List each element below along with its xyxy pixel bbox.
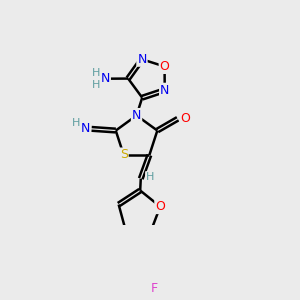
Text: N: N bbox=[137, 53, 147, 66]
Text: H: H bbox=[92, 80, 101, 90]
Text: N: N bbox=[132, 109, 141, 122]
Text: N: N bbox=[81, 122, 90, 135]
Text: N: N bbox=[160, 84, 169, 97]
Text: S: S bbox=[120, 148, 128, 161]
Text: O: O bbox=[160, 60, 170, 73]
Text: N: N bbox=[100, 72, 110, 85]
Text: F: F bbox=[151, 282, 158, 295]
Text: H: H bbox=[72, 118, 81, 128]
Text: O: O bbox=[180, 112, 190, 125]
Text: H: H bbox=[146, 172, 154, 182]
Text: H: H bbox=[92, 68, 100, 78]
Text: O: O bbox=[155, 200, 165, 213]
